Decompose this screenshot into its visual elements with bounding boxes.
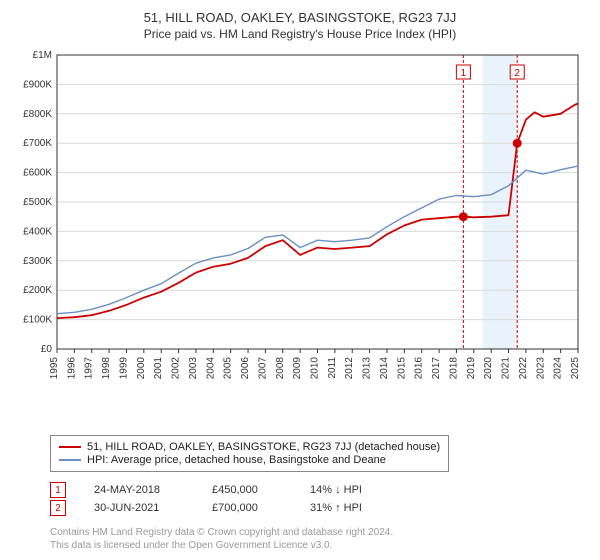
svg-text:2010: 2010 (310, 357, 321, 380)
svg-text:2024: 2024 (553, 357, 564, 380)
svg-text:1997: 1997 (84, 357, 95, 380)
markers-table: 1 24-MAY-2018 £450,000 14% ↓ HPI 2 30-JUN-202… (50, 480, 588, 518)
svg-text:£400K: £400K (23, 226, 52, 237)
svg-text:£900K: £900K (23, 79, 52, 90)
legend-row: 51, HILL ROAD, OAKLEY, BASINGSTOKE, RG23… (59, 441, 440, 453)
marker-badge: 1 (50, 482, 66, 498)
svg-text:2018: 2018 (448, 357, 459, 380)
svg-text:1998: 1998 (101, 357, 112, 380)
svg-text:2023: 2023 (535, 357, 546, 380)
svg-text:2006: 2006 (240, 357, 251, 380)
svg-text:1995: 1995 (49, 357, 60, 380)
legend-swatch (59, 446, 81, 448)
svg-text:£600K: £600K (23, 168, 52, 179)
svg-text:1: 1 (461, 68, 467, 79)
svg-text:2013: 2013 (362, 357, 373, 380)
svg-text:£500K: £500K (23, 197, 52, 208)
marker-delta: 31% ↑ HPI (310, 502, 398, 514)
legend-swatch (59, 459, 81, 461)
svg-text:£0: £0 (41, 344, 53, 355)
svg-text:2007: 2007 (257, 357, 268, 380)
chart-subtitle: Price paid vs. HM Land Registry's House … (12, 27, 588, 41)
svg-text:2011: 2011 (327, 357, 338, 379)
marker-badge: 2 (50, 500, 66, 516)
svg-text:2016: 2016 (414, 357, 425, 380)
chart-title: 51, HILL ROAD, OAKLEY, BASINGSTOKE, RG23… (12, 10, 588, 25)
svg-text:2000: 2000 (136, 357, 147, 380)
chart-svg: £0 £100K £200K £300K £400K £500K £600K £700K £80… (12, 49, 588, 389)
svg-text:2001: 2001 (153, 357, 164, 380)
svg-text:£300K: £300K (23, 256, 52, 267)
svg-text:£200K: £200K (23, 285, 52, 296)
svg-text:2022: 2022 (518, 357, 529, 380)
marker-delta: 14% ↓ HPI (310, 484, 398, 496)
svg-text:2008: 2008 (275, 357, 286, 380)
svg-text:2019: 2019 (466, 357, 477, 380)
legend: 51, HILL ROAD, OAKLEY, BASINGSTOKE, RG23… (50, 435, 449, 472)
legend-row: HPI: Average price, detached house, Basi… (59, 454, 440, 466)
plot-area: £0 £100K £200K £300K £400K £500K £600K £700K £80… (12, 49, 588, 429)
svg-text:2015: 2015 (396, 357, 407, 380)
marker-date: 24-MAY-2018 (94, 484, 184, 496)
svg-text:2002: 2002 (171, 357, 182, 380)
svg-text:1996: 1996 (66, 357, 77, 380)
svg-text:2005: 2005 (223, 357, 234, 380)
marker-row: 2 30-JUN-2021 £700,000 31% ↑ HPI (50, 500, 588, 516)
svg-text:2009: 2009 (292, 357, 303, 380)
legend-label: HPI: Average price, detached house, Basi… (87, 454, 386, 466)
svg-text:2012: 2012 (344, 357, 355, 380)
svg-text:2020: 2020 (483, 357, 494, 380)
legend-label: 51, HILL ROAD, OAKLEY, BASINGSTOKE, RG23… (87, 441, 440, 453)
svg-text:2003: 2003 (188, 357, 199, 380)
footer-line: This data is licensed under the Open Gov… (50, 539, 588, 552)
svg-text:2017: 2017 (431, 357, 442, 380)
svg-text:£800K: £800K (23, 109, 52, 120)
marker-row: 1 24-MAY-2018 £450,000 14% ↓ HPI (50, 482, 588, 498)
svg-text:2021: 2021 (501, 357, 512, 380)
footer-line: Contains HM Land Registry data © Crown c… (50, 526, 588, 539)
svg-text:1999: 1999 (118, 357, 129, 380)
svg-text:2004: 2004 (205, 357, 216, 380)
svg-text:2: 2 (514, 68, 520, 79)
svg-text:£100K: £100K (23, 315, 52, 326)
svg-text:£700K: £700K (23, 138, 52, 149)
svg-text:2025: 2025 (570, 357, 581, 380)
svg-text:£1M: £1M (33, 50, 52, 61)
svg-text:2014: 2014 (379, 357, 390, 380)
chart-container: 51, HILL ROAD, OAKLEY, BASINGSTOKE, RG23… (0, 0, 600, 560)
marker-price: £450,000 (212, 484, 282, 496)
marker-date: 30-JUN-2021 (94, 502, 184, 514)
footer: Contains HM Land Registry data © Crown c… (50, 526, 588, 552)
marker-price: £700,000 (212, 502, 282, 514)
